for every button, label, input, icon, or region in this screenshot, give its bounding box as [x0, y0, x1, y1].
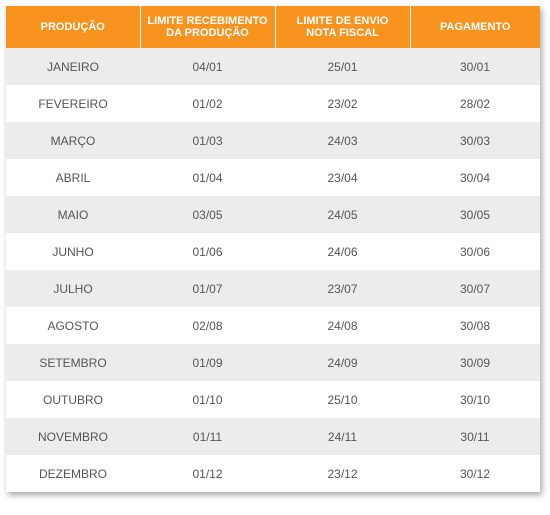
month-cell: JUNHO — [6, 233, 140, 270]
payment-date-cell: 30/11 — [410, 418, 540, 455]
invoice-deadline-cell: 23/12 — [275, 455, 410, 492]
invoice-deadline-cell: 24/11 — [275, 418, 410, 455]
payment-date-cell: 28/02 — [410, 85, 540, 122]
invoice-deadline-cell: 24/06 — [275, 233, 410, 270]
table-row: MAIO 03/05 24/05 30/05 — [6, 196, 540, 233]
payment-schedule-table: PRODUÇÃO LIMITE RECEBIMENTO DA PRODUÇÃO … — [6, 6, 540, 492]
invoice-deadline-cell: 24/03 — [275, 122, 410, 159]
payment-date-cell: 30/07 — [410, 270, 540, 307]
header-producao: PRODUÇÃO — [6, 6, 141, 48]
payment-schedule-table-container: PRODUÇÃO LIMITE RECEBIMENTO DA PRODUÇÃO … — [6, 6, 540, 492]
payment-date-cell: 30/04 — [410, 159, 540, 196]
payment-date-cell: 30/09 — [410, 344, 540, 381]
production-deadline-cell: 01/12 — [140, 455, 275, 492]
month-cell: DEZEMBRO — [6, 455, 140, 492]
table-row: MARÇO 01/03 24/03 30/03 — [6, 122, 540, 159]
payment-date-cell: 30/03 — [410, 122, 540, 159]
month-cell: JANEIRO — [6, 48, 140, 85]
table-row: JUNHO 01/06 24/06 30/06 — [6, 233, 540, 270]
header-pagamento: PAGAMENTO — [410, 6, 540, 48]
month-cell: OUTUBRO — [6, 381, 140, 418]
header-limite-recebimento: LIMITE RECEBIMENTO DA PRODUÇÃO — [140, 6, 276, 48]
header-label-line: LIMITE RECEBIMENTO — [147, 15, 268, 27]
table-row: JANEIRO 04/01 25/01 30/01 — [6, 48, 540, 85]
table-row: NOVEMBRO 01/11 24/11 30/11 — [6, 418, 540, 455]
header-limite-envio: LIMITE DE ENVIO NOTA FISCAL — [275, 6, 411, 48]
header-label-line: LIMITE DE ENVIO — [296, 15, 389, 27]
month-cell: SETEMBRO — [6, 344, 140, 381]
table-row: FEVEREIRO 01/02 23/02 28/02 — [6, 85, 540, 122]
production-deadline-cell: 04/01 — [140, 48, 275, 85]
invoice-deadline-cell: 23/04 — [275, 159, 410, 196]
payment-date-cell: 30/06 — [410, 233, 540, 270]
month-cell: AGOSTO — [6, 307, 140, 344]
production-deadline-cell: 01/11 — [140, 418, 275, 455]
invoice-deadline-cell: 24/09 — [275, 344, 410, 381]
month-cell: MAIO — [6, 196, 140, 233]
table-row: AGOSTO 02/08 24/08 30/08 — [6, 307, 540, 344]
production-deadline-cell: 01/07 — [140, 270, 275, 307]
month-cell: JULHO — [6, 270, 140, 307]
table-row: JULHO 01/07 23/07 30/07 — [6, 270, 540, 307]
payment-date-cell: 30/08 — [410, 307, 540, 344]
invoice-deadline-cell: 24/05 — [275, 196, 410, 233]
table-row: DEZEMBRO 01/12 23/12 30/12 — [6, 455, 540, 492]
invoice-deadline-cell: 25/01 — [275, 48, 410, 85]
month-cell: MARÇO — [6, 122, 140, 159]
table-row: SETEMBRO 01/09 24/09 30/09 — [6, 344, 540, 381]
header-label-line: DA PRODUÇÃO — [166, 27, 249, 39]
invoice-deadline-cell: 24/08 — [275, 307, 410, 344]
production-deadline-cell: 01/09 — [140, 344, 275, 381]
payment-date-cell: 30/05 — [410, 196, 540, 233]
production-deadline-cell: 01/04 — [140, 159, 275, 196]
header-row: PRODUÇÃO LIMITE RECEBIMENTO DA PRODUÇÃO … — [6, 6, 540, 48]
month-cell: NOVEMBRO — [6, 418, 140, 455]
production-deadline-cell: 01/03 — [140, 122, 275, 159]
payment-date-cell: 30/01 — [410, 48, 540, 85]
payment-date-cell: 30/12 — [410, 455, 540, 492]
invoice-deadline-cell: 25/10 — [275, 381, 410, 418]
invoice-deadline-cell: 23/02 — [275, 85, 410, 122]
month-cell: FEVEREIRO — [6, 85, 140, 122]
production-deadline-cell: 01/10 — [140, 381, 275, 418]
header-label-line: PAGAMENTO — [440, 21, 511, 33]
production-deadline-cell: 01/06 — [140, 233, 275, 270]
payment-date-cell: 30/10 — [410, 381, 540, 418]
header-label-line: PRODUÇÃO — [40, 21, 105, 33]
invoice-deadline-cell: 23/07 — [275, 270, 410, 307]
header-label-line: NOTA FISCAL — [306, 27, 379, 39]
table-row: OUTUBRO 01/10 25/10 30/10 — [6, 381, 540, 418]
production-deadline-cell: 03/05 — [140, 196, 275, 233]
table-row: ABRIL 01/04 23/04 30/04 — [6, 159, 540, 196]
month-cell: ABRIL — [6, 159, 140, 196]
production-deadline-cell: 02/08 — [140, 307, 275, 344]
production-deadline-cell: 01/02 — [140, 85, 275, 122]
table-body: JANEIRO 04/01 25/01 30/01 FEVEREIRO 01/02 23/0… — [6, 48, 540, 492]
table-header: PRODUÇÃO LIMITE RECEBIMENTO DA PRODUÇÃO … — [6, 6, 540, 48]
